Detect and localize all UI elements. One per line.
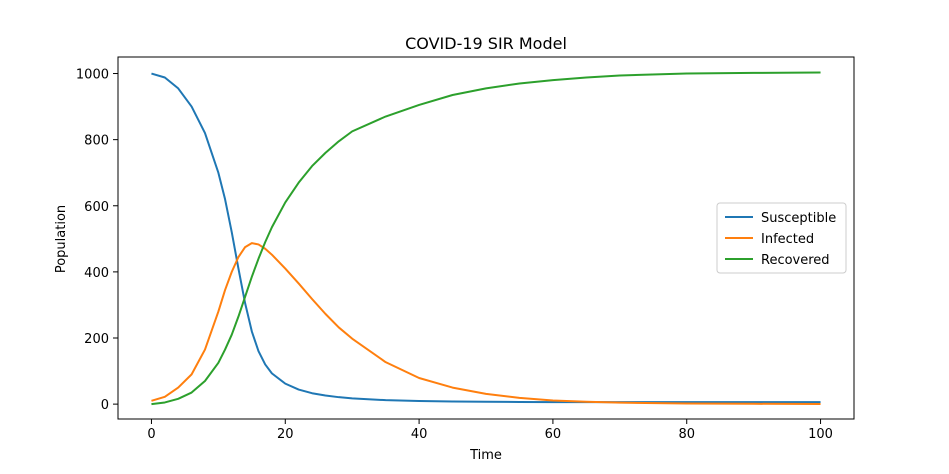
y-tick-label: 400 [84, 266, 109, 281]
x-tick-label: 60 [545, 427, 562, 442]
x-tick-label: 40 [411, 427, 428, 442]
series-line-recovered [151, 71, 821, 406]
legend-label-recovered: Recovered [761, 253, 830, 268]
legend-label-infected: Infected [761, 232, 814, 247]
x-tick-label: 80 [678, 427, 695, 442]
plot-frame [117, 56, 855, 420]
y-axis-label: Population [54, 205, 69, 273]
series-line-infected [151, 242, 821, 405]
y-tick-label: 800 [84, 134, 109, 149]
x-tick-label: 0 [147, 427, 155, 442]
y-tick-label: 200 [84, 332, 109, 347]
x-tick-label: 100 [808, 427, 833, 442]
legend: Susceptible Infected Recovered [716, 202, 847, 274]
chart-title: COVID-19 SIR Model [405, 34, 567, 53]
legend-label-susceptible: Susceptible [761, 211, 836, 226]
y-tick-label: 1000 [76, 68, 109, 83]
x-axis-label: Time [469, 448, 502, 463]
y-tick-label: 600 [84, 200, 109, 215]
x-tick-label: 20 [277, 427, 294, 442]
y-tick-label: 0 [101, 398, 109, 413]
legend-box [716, 202, 847, 274]
series-line-susceptible [151, 72, 821, 404]
series-lines [151, 71, 821, 406]
